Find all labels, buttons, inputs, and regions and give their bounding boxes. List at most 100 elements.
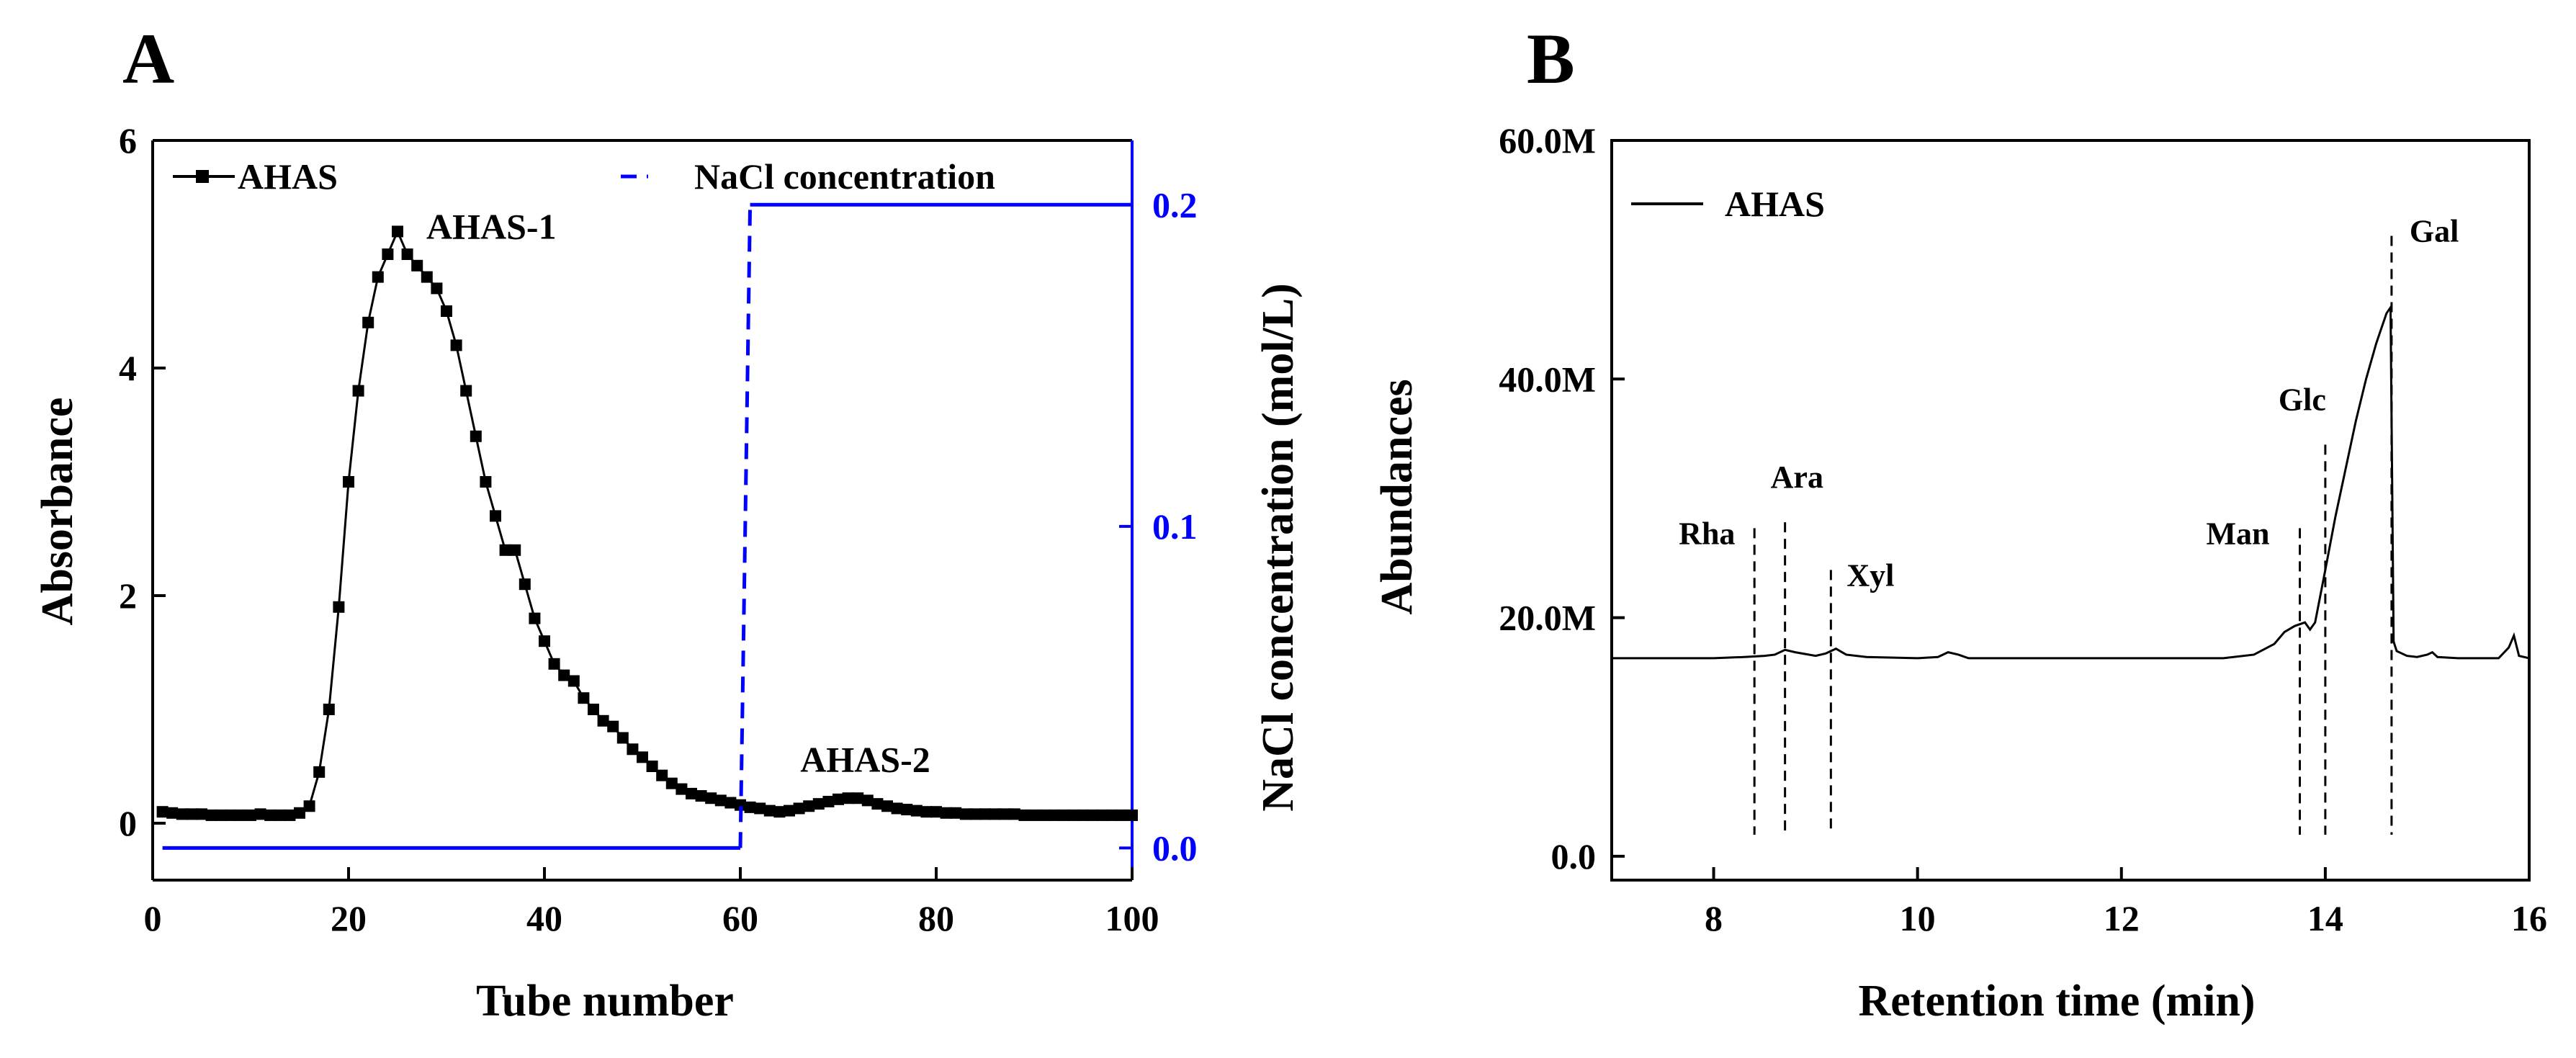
ahas-point	[499, 544, 511, 556]
x-tick-label-a: 40	[526, 898, 562, 938]
ahas-point	[920, 806, 933, 818]
panel-label-a: A	[122, 19, 174, 99]
ahas-point	[186, 808, 198, 820]
ahas-point	[578, 692, 590, 704]
ahas-point	[1048, 809, 1060, 821]
ahas-point	[539, 635, 550, 647]
panel-b: B 8 10 12 14 16 0.0 20.0M 40.0M 60.0M Rha Ara Xyl…	[1373, 19, 2547, 1026]
panel-label-b: B	[1527, 19, 1575, 99]
ahas-point	[891, 802, 903, 815]
ahas-point	[1077, 809, 1089, 821]
ahas-point	[225, 809, 237, 821]
y-axis-title-b: Abundances	[1373, 379, 1422, 614]
ahas-point	[401, 248, 413, 260]
ahas-point	[567, 675, 580, 687]
ahas-point	[852, 792, 864, 804]
ahas-point	[470, 430, 482, 442]
ahas-b-line	[1612, 304, 2530, 660]
legend-b: AHAS	[1631, 184, 1825, 224]
ahas-point	[950, 807, 962, 819]
y-tick-label-b: 60.0M	[1499, 120, 1596, 161]
y2-tick-label-a: 0.2	[1152, 184, 1198, 225]
ahas-point	[480, 476, 492, 488]
ahas-point	[803, 800, 815, 812]
ahas-point	[372, 271, 384, 283]
x-tick-label-b: 16	[2511, 898, 2547, 938]
ahas-point	[833, 793, 844, 805]
ahas-point	[548, 658, 560, 670]
ahas-point	[176, 808, 188, 820]
ahas-point	[1087, 809, 1099, 821]
ahas-point	[1067, 809, 1080, 821]
ahas-point	[686, 787, 697, 799]
marker-label-ara: Ara	[1771, 459, 1823, 495]
marker-label-rha: Rha	[1679, 516, 1735, 551]
y2-axis-title-a: NaCl concentration (mol/L)	[1254, 283, 1303, 812]
ahas-point	[735, 799, 746, 811]
y2-tick-label-a: 0.0	[1152, 828, 1198, 868]
ahas-point	[959, 808, 971, 820]
ahas-point	[724, 797, 737, 809]
y-tick-label-a: 6	[119, 120, 137, 161]
y-axis-title-a: Absorbance	[33, 398, 82, 626]
ahas-point	[166, 807, 179, 819]
y-tick-label-b: 40.0M	[1499, 359, 1596, 399]
ahas-point	[343, 476, 354, 488]
ahas-point	[646, 761, 658, 772]
ahas-point	[519, 578, 531, 591]
ahas-point	[235, 809, 247, 821]
ahas-point	[215, 809, 228, 821]
ahas-point	[588, 704, 599, 715]
marker-label-man: Man	[2207, 516, 2270, 551]
legend-ahas-marker-swatch	[196, 170, 209, 183]
ahas-point	[627, 743, 639, 756]
ahas-point	[812, 798, 825, 810]
x-tick-label-a: 0	[144, 898, 162, 938]
ahas-point	[597, 714, 609, 727]
ahas-point	[303, 800, 315, 812]
ahas-point	[245, 809, 256, 821]
ahas-point	[871, 798, 884, 810]
ahas-point	[362, 316, 374, 328]
ahas-point	[940, 807, 952, 819]
ahas-point	[901, 804, 913, 816]
legend-a: AHAS NaCl concentration	[173, 156, 995, 197]
ahas-point	[773, 806, 786, 818]
panel-a: A 0 20 40 60 80 100 0 2 4 6 0.0 0.1 0.2 AHAS NaCl …	[33, 19, 1303, 1026]
ahas-point	[842, 792, 854, 804]
ahas-point	[763, 804, 776, 817]
ahas-point	[1018, 809, 1031, 821]
ahas-point	[274, 809, 286, 821]
ahas-point	[1106, 809, 1118, 821]
legend-ahas-label: AHAS	[238, 156, 338, 197]
ahas-point	[695, 790, 707, 802]
ahas-point	[784, 804, 795, 817]
ahas-point	[1057, 809, 1069, 821]
ahas-point	[705, 792, 717, 804]
ahas-point	[1008, 808, 1020, 820]
ahas-point	[1116, 809, 1128, 821]
x-tick-label-b: 12	[2104, 898, 2140, 938]
ahas-point	[460, 385, 472, 397]
x-tick-label-b: 14	[2307, 898, 2343, 938]
ahas-point	[441, 305, 452, 317]
ahas-point	[744, 801, 756, 813]
y-tick-label-b: 20.0M	[1499, 598, 1596, 638]
ahas-point	[822, 795, 835, 807]
ahas-point	[294, 807, 305, 819]
nacl-line-step	[738, 205, 753, 848]
legend-ahas-b-label: AHAS	[1725, 184, 1825, 224]
ahas-point	[254, 808, 266, 820]
x-tick-label-b: 10	[1900, 898, 1936, 938]
ahas-point	[1038, 809, 1050, 821]
marker-label-gal: Gal	[2410, 214, 2459, 249]
ahas-point	[284, 809, 296, 821]
ahas-point	[989, 808, 1001, 820]
y-tick-label-a: 4	[119, 348, 137, 388]
ahas-point	[509, 544, 521, 556]
ahas-point	[382, 248, 394, 260]
ahas-point	[637, 751, 648, 763]
x-tick-label-a: 80	[918, 898, 954, 938]
ahas-point	[450, 339, 462, 351]
